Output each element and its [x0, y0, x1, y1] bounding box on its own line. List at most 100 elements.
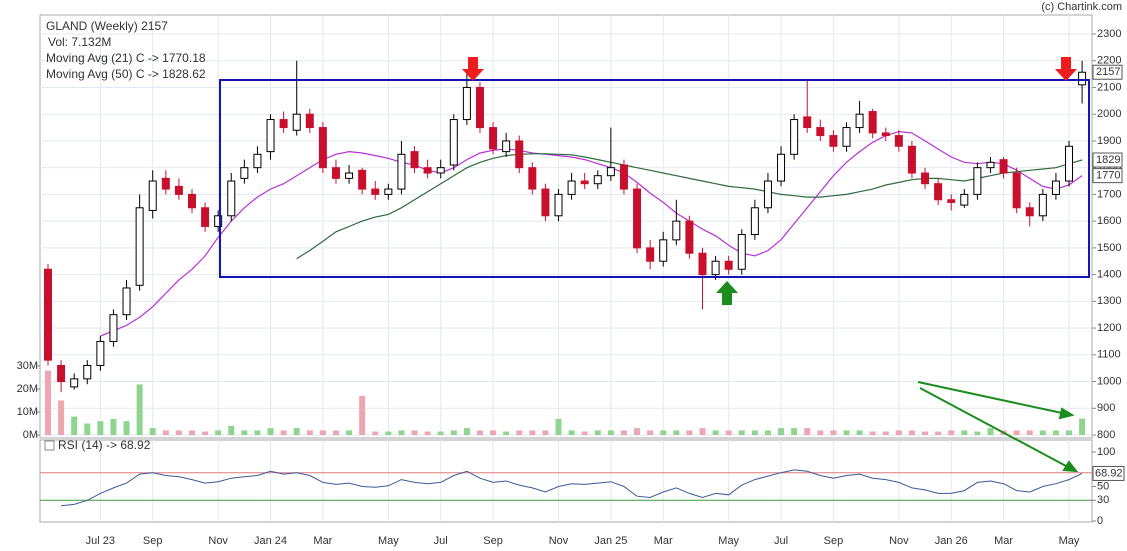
legend-entry: Moving Avg (50) C -> 1828.62	[46, 67, 206, 81]
candle-body	[462, 86, 471, 121]
candle-body	[83, 364, 92, 380]
candle-body	[1012, 172, 1021, 209]
volume-bar	[188, 430, 195, 435]
volume-bar	[1013, 430, 1020, 435]
volume-bar	[738, 430, 745, 435]
candle-body	[1065, 145, 1074, 182]
volume-bar	[673, 430, 680, 435]
volume-bar	[1052, 430, 1059, 435]
volume-tick-label: 30M	[17, 360, 38, 372]
volume-bar	[647, 430, 654, 435]
volume-bar	[306, 430, 313, 435]
volume-bar	[634, 428, 641, 435]
rsi-tick-label: 0	[1097, 515, 1103, 527]
candle-body	[606, 167, 615, 177]
volume-bar	[830, 430, 837, 435]
price-badge	[1092, 168, 1123, 184]
y-tick-label: 1900	[1097, 135, 1121, 147]
volume-tick-label: 20M	[17, 383, 38, 395]
volume-bar	[490, 430, 497, 435]
x-tick-label: Jan 25	[594, 535, 627, 547]
candle-body	[201, 207, 210, 227]
volume-bar	[751, 430, 758, 435]
candle-body	[698, 252, 707, 276]
y-tick-label: 1500	[1097, 242, 1121, 254]
x-tick-label: May	[1059, 535, 1080, 547]
candle-body	[960, 193, 969, 206]
rsi-legend: RSI (14) -> 68.92	[58, 438, 151, 452]
candle-body	[816, 127, 825, 137]
candle-body	[305, 113, 314, 129]
volume-tick-label: 10M	[17, 406, 38, 418]
volume-bar	[123, 421, 130, 435]
y-tick-label: 2200	[1097, 55, 1121, 67]
candle-body	[475, 86, 484, 129]
rsi-badge-label: 68.92	[1095, 467, 1123, 479]
candle-body	[214, 215, 223, 227]
x-tick-label: Jul	[774, 535, 788, 547]
plot	[44, 60, 1087, 507]
candle-body	[122, 287, 131, 316]
y-tick-label: 1400	[1097, 269, 1121, 281]
volume-bar	[372, 431, 379, 435]
candle-body	[292, 113, 301, 131]
y-tick-label: 1700	[1097, 188, 1121, 200]
x-tick-label: Jan 26	[935, 535, 968, 547]
candle-body	[1025, 207, 1034, 217]
volume-bar	[241, 430, 248, 435]
volume-bar	[1079, 418, 1086, 435]
rsi-panel	[39, 439, 1093, 523]
volume-bar	[254, 430, 261, 435]
volume-bar	[581, 431, 588, 435]
candle-body	[318, 127, 327, 169]
volume-bar	[516, 430, 523, 435]
candle-body	[70, 378, 79, 388]
volume-bar	[398, 430, 405, 435]
candle-body	[855, 113, 864, 129]
x-tick-label: Nov	[889, 535, 909, 547]
rsi-icon	[44, 440, 55, 451]
volume-bar	[791, 428, 798, 435]
candle-body	[724, 260, 733, 270]
volume-bar	[1039, 430, 1046, 435]
volume-bar	[175, 430, 182, 435]
candle-body	[986, 161, 995, 169]
volume-bar	[346, 430, 353, 435]
volume-bar	[45, 370, 51, 435]
candle-body	[646, 247, 655, 262]
x-tick-label: Sep	[824, 535, 844, 547]
volume-bar	[1026, 430, 1033, 435]
candle-body	[331, 167, 340, 179]
x-tick-label: Jul 23	[86, 535, 115, 547]
range-box	[219, 79, 1090, 278]
volume-bar	[385, 431, 392, 435]
volume-bar	[215, 430, 222, 435]
volume-bar	[699, 428, 706, 435]
candle-body	[842, 127, 851, 147]
y-tick-label: 1300	[1097, 295, 1121, 307]
volume-bar	[922, 431, 929, 435]
volume-bar	[463, 428, 470, 435]
x-tick-label: Sep	[483, 535, 503, 547]
rsi-line	[61, 469, 1083, 507]
candle-body	[410, 151, 419, 169]
volume-bar	[149, 428, 156, 435]
volume-bar	[778, 428, 785, 435]
volume-bar	[162, 430, 169, 435]
buy-arrow	[716, 281, 738, 305]
candle-body	[894, 135, 903, 147]
candle-body	[528, 167, 537, 190]
candle-body	[1078, 71, 1087, 86]
candle-body	[109, 314, 118, 342]
candle-body	[96, 340, 105, 366]
volume-bar	[712, 430, 719, 435]
volume-bar	[58, 400, 65, 435]
candle-body	[489, 127, 498, 150]
volume-bar	[97, 421, 104, 435]
trend-arrows	[917, 381, 1079, 473]
x-tick-label: Mar	[313, 535, 332, 547]
candle-body	[829, 135, 838, 147]
credit: (c) Chartink.com	[1041, 1, 1122, 13]
candle-body	[253, 153, 262, 169]
